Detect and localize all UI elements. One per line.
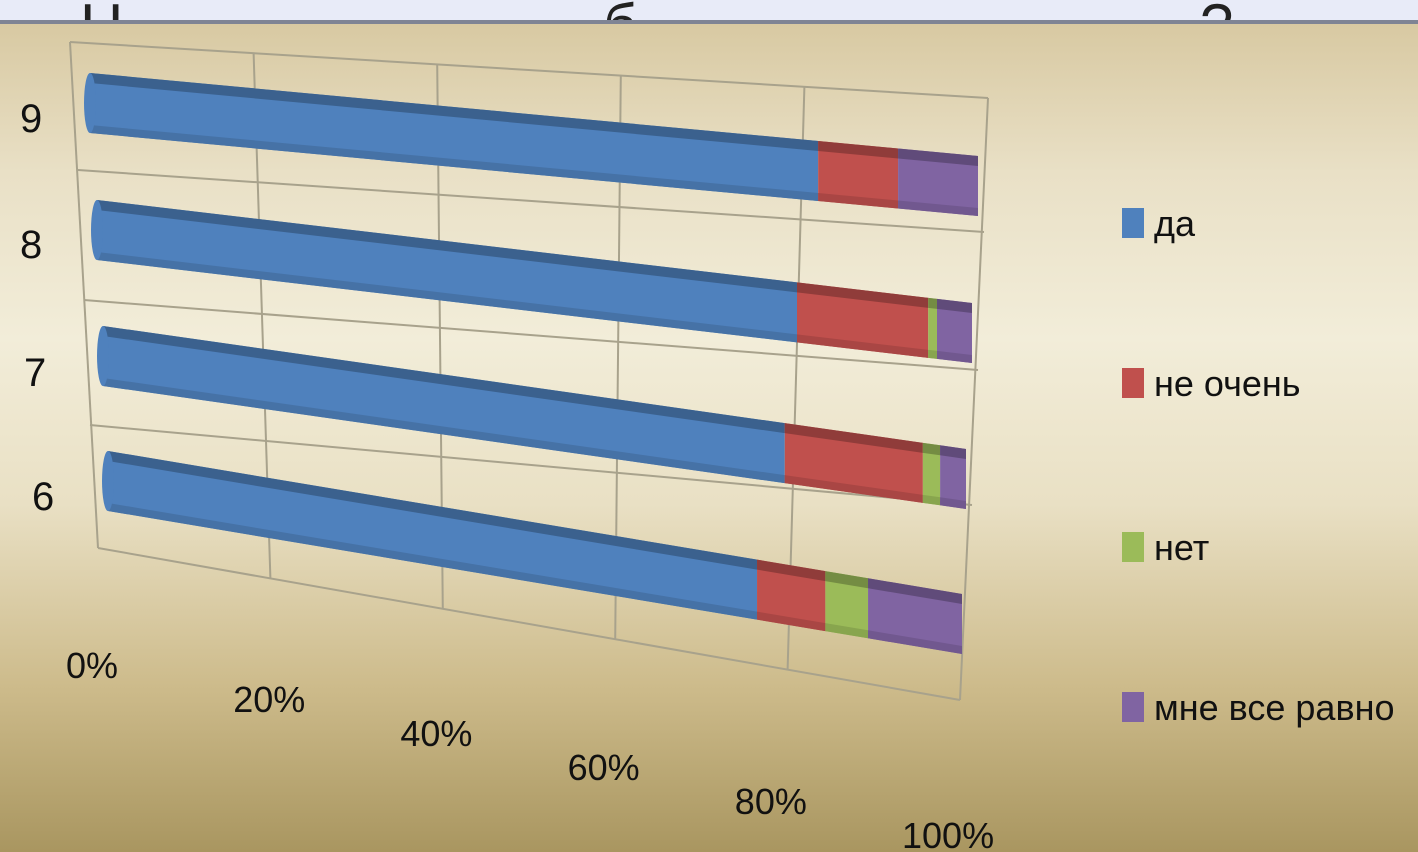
bar-segment-edge xyxy=(784,475,923,503)
category-label: 8 xyxy=(20,223,42,267)
bar-segment-edge xyxy=(868,630,962,654)
gridline-horizontal xyxy=(69,41,989,99)
bar-segment xyxy=(108,451,758,620)
legend-label: нет xyxy=(1154,527,1209,568)
bar-segment-top xyxy=(825,571,869,589)
bar-segment xyxy=(97,200,797,343)
category-labels: 6 7 8 9 xyxy=(20,97,54,519)
bar-segment-edge xyxy=(922,494,941,506)
bar-segment-edge xyxy=(940,497,966,509)
bar-segment-edge xyxy=(928,349,937,359)
bar-segment-edge xyxy=(825,623,869,639)
legend-swatch xyxy=(1122,692,1144,722)
bar-segment-top xyxy=(103,326,785,434)
category-label: 9 xyxy=(20,97,42,141)
legend-label: мне все равно xyxy=(1154,687,1394,728)
bar-segment xyxy=(928,297,937,359)
bar-segment-top xyxy=(818,141,899,159)
bar-segment xyxy=(90,73,819,202)
bar-segment-top xyxy=(757,559,826,582)
bar-segment-edge xyxy=(97,252,797,343)
gridline-vertical xyxy=(959,97,989,701)
bar-segment-edge xyxy=(108,503,758,620)
x-tick-labels: 0% 20% 40% 60% 80% 100% xyxy=(66,645,994,852)
bar-segment-edge xyxy=(90,125,819,202)
bar-segment-edge xyxy=(898,200,978,216)
legend-swatch xyxy=(1122,208,1144,238)
bar-segment xyxy=(940,445,966,509)
bar-segment-top xyxy=(784,423,923,453)
bar-segment-edge xyxy=(937,350,972,363)
legend-swatch xyxy=(1122,532,1144,562)
bar-segment xyxy=(937,298,972,363)
category-label: 7 xyxy=(24,351,46,395)
bar-segment-top xyxy=(868,578,962,604)
bar-segment-top xyxy=(937,298,972,313)
slide-title-fragment: Н б ? xyxy=(80,0,1233,22)
bar-chart: 6 7 8 9 0% 20% 40% 60% 80% 100% да не очень нет мне… xyxy=(20,41,1394,852)
gridline-horizontal xyxy=(77,169,985,233)
bar-segment-edge xyxy=(103,378,785,484)
x-tick-label: 100% xyxy=(902,815,994,852)
bar-segment xyxy=(825,571,869,639)
gridline-horizontal xyxy=(89,424,973,506)
bar-segment-top xyxy=(928,297,937,309)
chart-bars xyxy=(84,73,978,654)
bar-segment-top xyxy=(108,451,758,570)
bar-segment xyxy=(898,148,978,216)
title-divider xyxy=(0,20,1418,24)
bar-segment-top xyxy=(898,148,978,166)
bar-segment-top xyxy=(922,442,941,456)
legend-label: не очень xyxy=(1154,363,1301,404)
title-glyph: Н xyxy=(80,0,123,22)
bar-end-cap xyxy=(102,451,114,511)
category-label: 6 xyxy=(32,475,54,519)
title-glyph: ? xyxy=(1200,0,1233,22)
bar-segment-top xyxy=(940,445,966,459)
gridline-horizontal xyxy=(97,547,961,701)
chart-legend: да не очень нет мне все равно xyxy=(1122,203,1394,728)
chart-panel: 6 7 8 9 0% 20% 40% 60% 80% 100% да не очень нет мне… xyxy=(0,24,1418,852)
gridline-vertical xyxy=(69,41,99,549)
title-glyph: б xyxy=(603,0,637,22)
x-tick-label: 60% xyxy=(568,747,640,788)
x-tick-label: 40% xyxy=(400,713,472,754)
bar-end-cap xyxy=(97,326,109,386)
x-tick-label: 0% xyxy=(66,645,118,686)
gridline-horizontal xyxy=(83,299,979,371)
bar-end-cap xyxy=(91,200,103,260)
bar-end-cap xyxy=(84,73,96,133)
bar-segment-edge xyxy=(757,611,826,632)
x-tick-label: 80% xyxy=(735,781,807,822)
bar-segment-top xyxy=(90,73,819,152)
bar-segment-edge xyxy=(818,193,899,209)
bar-segment xyxy=(922,442,941,506)
bar-segment-top xyxy=(97,200,797,293)
bar-segment xyxy=(818,141,899,209)
x-tick-label: 20% xyxy=(233,679,305,720)
bar-segment xyxy=(103,326,785,484)
bar-segment-edge xyxy=(797,334,929,358)
slide-title-bar: Н б ? xyxy=(0,0,1418,22)
legend-swatch xyxy=(1122,368,1144,398)
bar-segment-top xyxy=(797,282,929,308)
legend-label: да xyxy=(1154,203,1196,244)
